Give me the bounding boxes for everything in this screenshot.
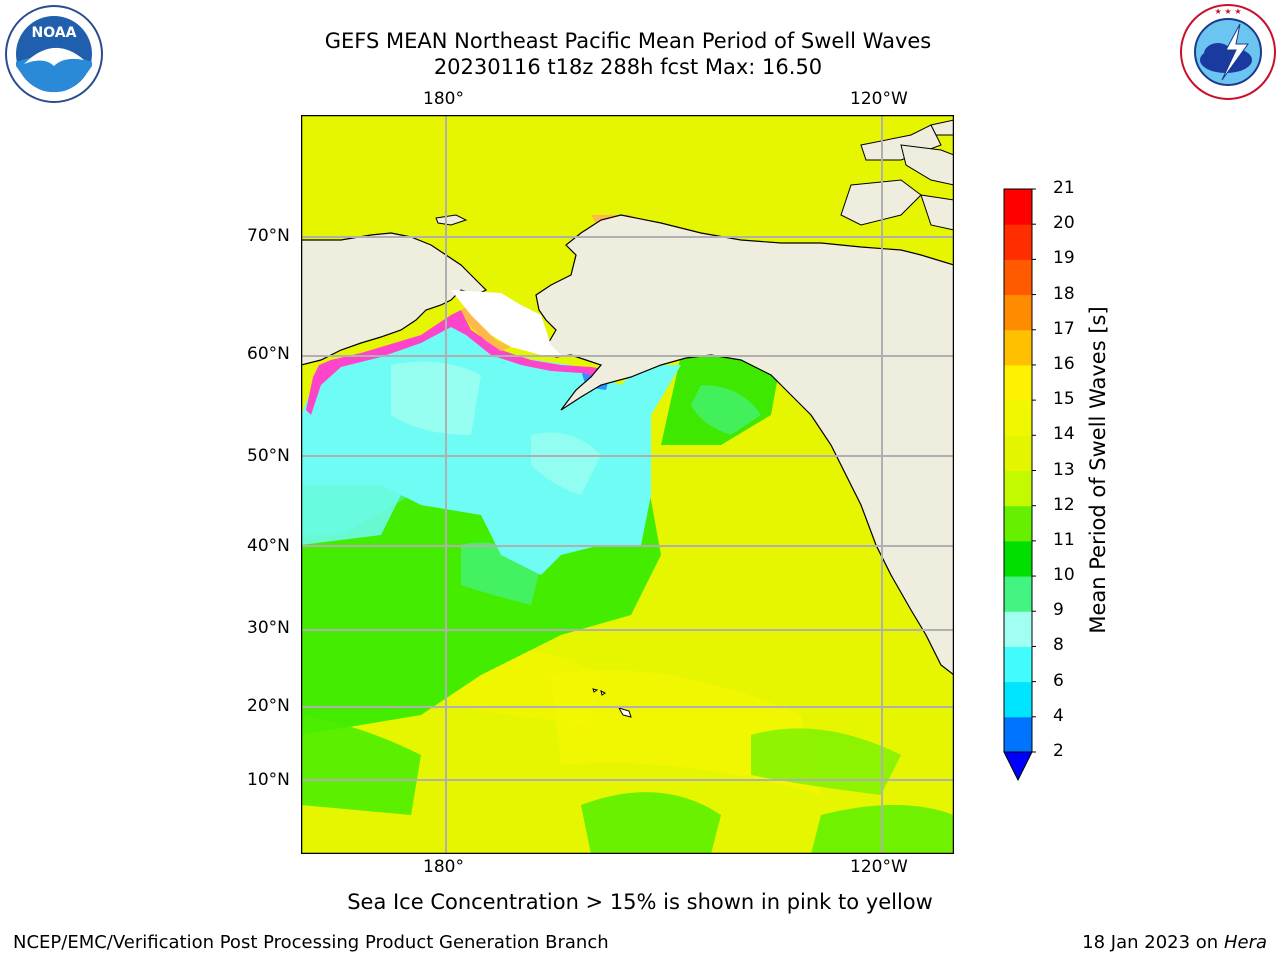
footer-machine: Hera [1223, 932, 1267, 953]
swell-period-map [301, 115, 954, 854]
lat-tick-50n: 50°N [247, 446, 290, 466]
colorbar-tick-label: 2 [1053, 741, 1064, 761]
colorbar-segment [1004, 611, 1032, 647]
colorbar-segment [1004, 364, 1032, 401]
lon-tick-top-180: 180° [423, 89, 464, 109]
lat-tick-20n: 20°N [247, 696, 290, 716]
colorbar-tick-label: 13 [1053, 459, 1075, 480]
chart-title: GEFS MEAN Northeast Pacific Mean Period … [324, 29, 932, 53]
footer-date: 18 Jan 2023 on Hera [1082, 932, 1267, 953]
colorbar-segment [1004, 224, 1032, 260]
colorbar-segment [1004, 470, 1032, 507]
colorbar-tick-label: 17 [1053, 318, 1075, 339]
colorbar [1003, 188, 1036, 782]
colorbar-segment [1004, 329, 1032, 366]
colorbar-tick-label: 15 [1053, 389, 1075, 410]
colorbar-segment [1004, 646, 1032, 683]
sea-ice-note: Sea Ice Concentration > 15% is shown in … [347, 890, 933, 914]
noaa-logo-text: NOAA [32, 25, 77, 41]
lat-tick-10n: 10°N [247, 770, 290, 790]
colorbar-tick-label: 9 [1053, 600, 1064, 621]
lat-tick-60n: 60°N [247, 344, 290, 364]
colorbar-segment [1004, 505, 1032, 542]
colorbar-tick-label: 18 [1053, 283, 1075, 304]
nws-logo-icon: ★ ★ ★ [1180, 4, 1276, 100]
colorbar-tick-label: 12 [1053, 494, 1075, 515]
colorbar-tick-label: 11 [1053, 529, 1075, 550]
colorbar-tick-label: 10 [1053, 565, 1075, 586]
lat-tick-40n: 40°N [247, 536, 290, 556]
colorbar-under-extension [1003, 751, 1033, 782]
colorbar-tick-label: 19 [1053, 248, 1075, 269]
colorbar-segment [1004, 576, 1032, 612]
colorbar-segment [1004, 681, 1032, 718]
colorbar-segment [1004, 259, 1032, 296]
lon-tick-bottom-180: 180° [423, 857, 464, 877]
colorbar-label: Mean Period of Swell Waves [s] [1086, 306, 1110, 634]
lat-tick-30n: 30°N [247, 618, 290, 638]
lat-tick-70n: 70°N [247, 226, 290, 246]
colorbar-segment [1004, 540, 1032, 577]
colorbar-tick-label: 21 [1053, 178, 1075, 198]
lon-tick-top-120w: 120°W [850, 89, 908, 109]
colorbar-tick-label: 8 [1053, 635, 1064, 656]
land-north-america [535, 214, 954, 676]
colorbar-tick-label: 4 [1053, 705, 1064, 726]
colorbar-tick-label: 20 [1053, 213, 1075, 234]
colorbar-segment [1004, 435, 1032, 471]
colorbar-segment [1004, 294, 1032, 331]
colorbar-segment [1004, 400, 1032, 436]
colorbar-tick-label: 16 [1053, 353, 1075, 374]
noaa-logo-icon: NOAA [5, 5, 103, 103]
land-asia [301, 232, 488, 366]
colorbar-tick-label: 6 [1053, 670, 1064, 691]
colorbar-segment [1004, 716, 1032, 753]
lon-tick-bottom-120w: 120°W [850, 857, 908, 877]
colorbar-segment [1004, 189, 1032, 225]
colorbar-tick-label: 14 [1053, 424, 1075, 445]
footer-date-text: 18 Jan 2023 on [1082, 932, 1224, 953]
chart-subtitle: 20230116 t18z 288h fcst Max: 16.50 [433, 55, 823, 79]
footer-credit: NCEP/EMC/Verification Post Processing Pr… [13, 932, 609, 953]
graticule [301, 115, 954, 854]
svg-text:★ ★ ★: ★ ★ ★ [1214, 7, 1241, 16]
